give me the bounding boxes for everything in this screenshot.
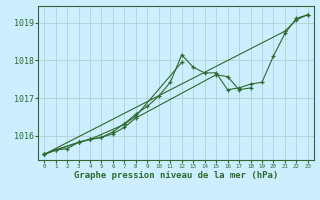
X-axis label: Graphe pression niveau de la mer (hPa): Graphe pression niveau de la mer (hPa) xyxy=(74,171,278,180)
